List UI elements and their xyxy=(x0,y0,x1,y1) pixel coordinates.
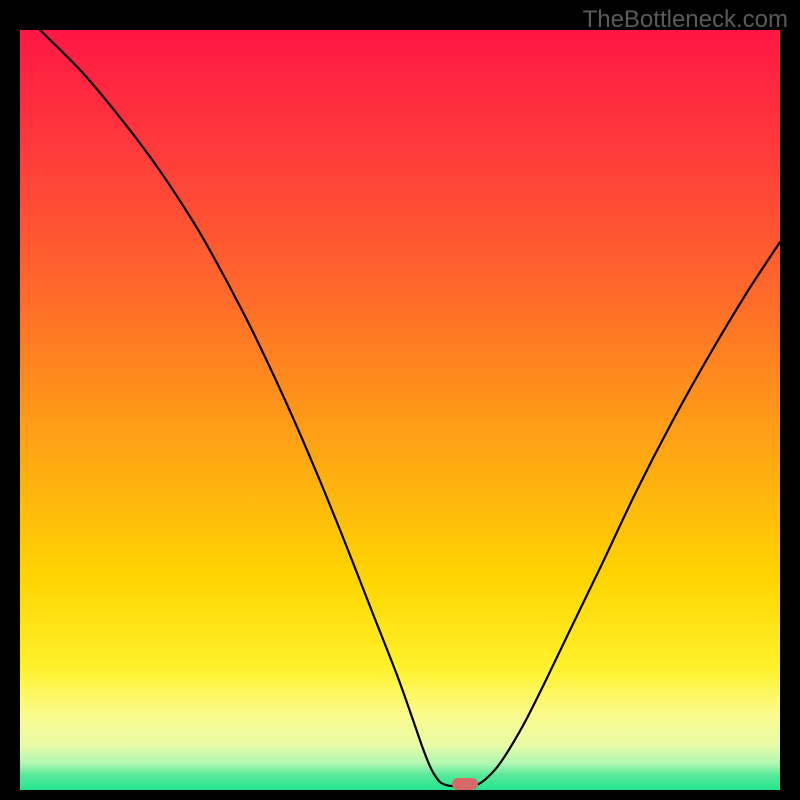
optimal-marker-pill xyxy=(452,778,478,790)
chart-frame: TheBottleneck.com xyxy=(0,0,800,800)
bottleneck-curve xyxy=(20,30,780,790)
plot-area xyxy=(20,30,780,790)
